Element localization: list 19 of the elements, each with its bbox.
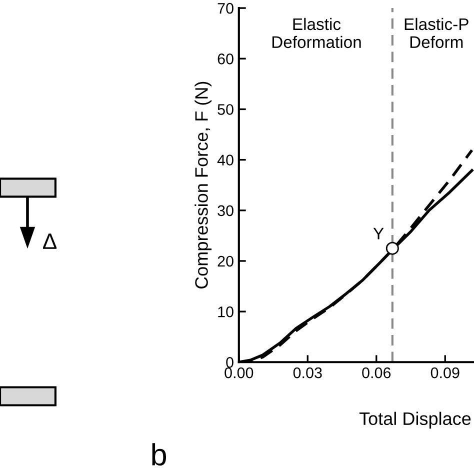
y-axis-title: Compression Force, F (N) [194,82,212,289]
x-tick-label: 0.03 [293,367,322,378]
x-axis-title: Total Displace [359,412,471,429]
annotation: Elastic-P Deform [404,18,468,48]
text: b [152,443,166,466]
y-tick-label: 20 [218,256,234,267]
y-tick-label: 40 [217,154,234,166]
y-tick-label: 50 [218,104,234,115]
text: Δ [43,234,57,249]
x-tick-label: 0.00 [224,367,254,378]
y-tick-label: 0 [226,357,234,368]
y-tick-label: 70 [218,2,234,14]
y-tick-label: 10 [218,306,234,318]
y-tick-label: 30 [218,205,234,216]
annotation: Elastic Deformation [272,18,361,48]
y-tick-label: 60 [218,54,234,64]
x-tick-label: 0.06 [362,367,391,378]
x-tick-label: 0.09 [430,367,460,378]
annotation: Y [373,228,384,240]
